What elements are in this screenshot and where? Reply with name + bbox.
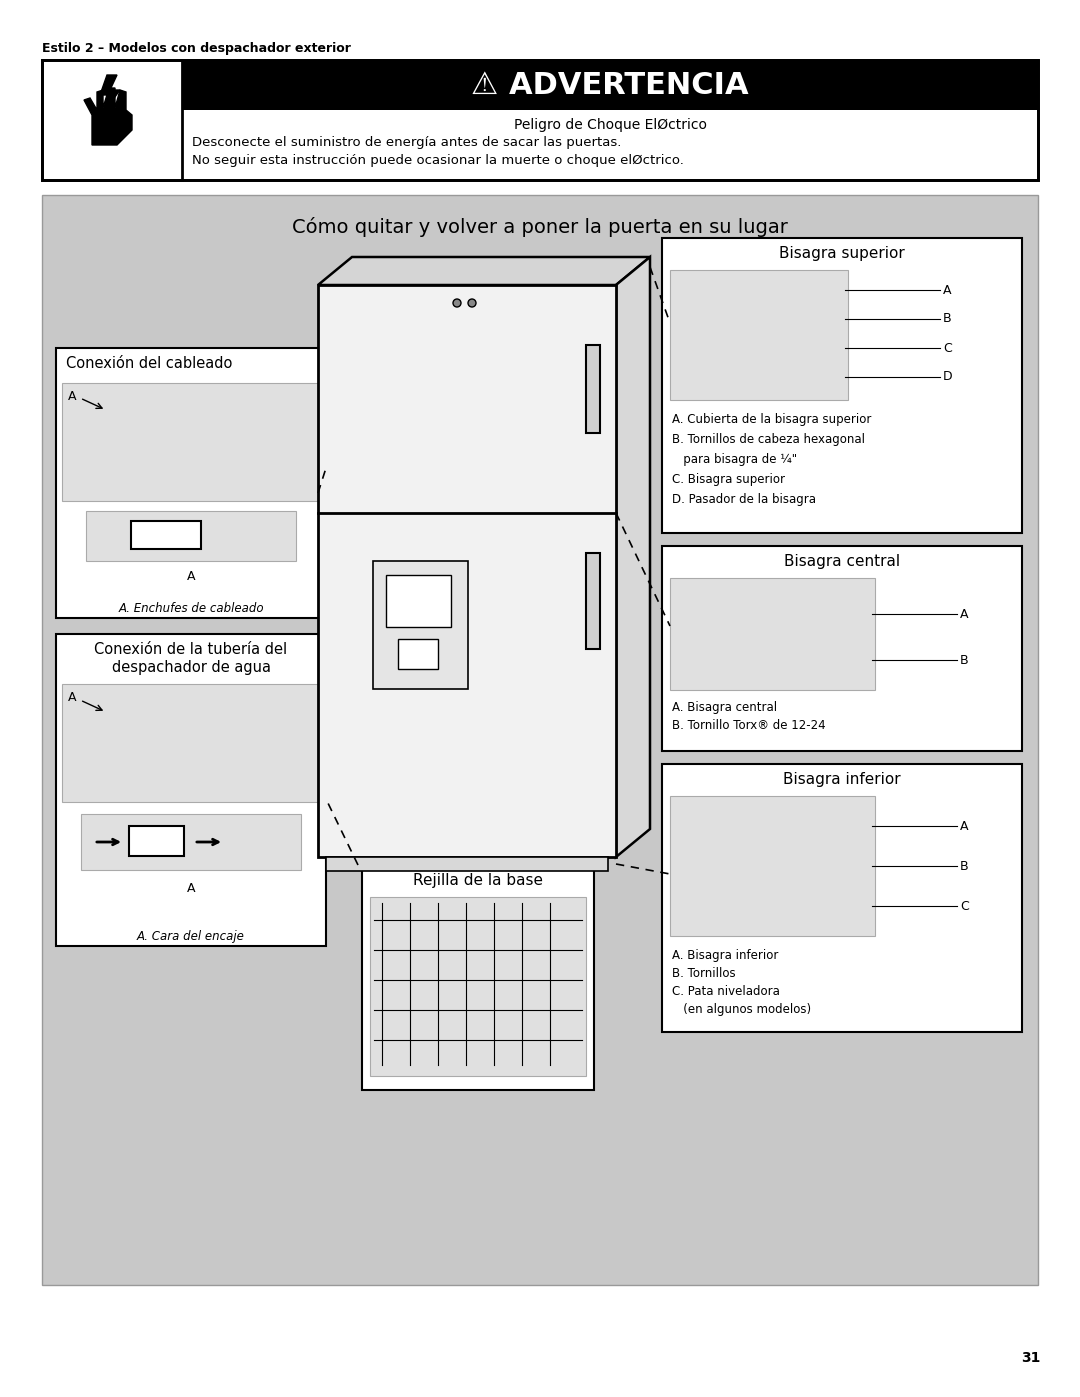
Text: Conexión del cableado: Conexión del cableado: [66, 356, 232, 372]
Text: A. Cubierta de la bisagra superior: A. Cubierta de la bisagra superior: [672, 414, 872, 426]
FancyBboxPatch shape: [56, 634, 326, 946]
FancyBboxPatch shape: [586, 553, 600, 650]
FancyBboxPatch shape: [670, 578, 875, 690]
Text: A. Bisagra inferior: A. Bisagra inferior: [672, 949, 779, 963]
FancyBboxPatch shape: [662, 237, 1022, 534]
Text: B. Tornillo Torx® de 12-24: B. Tornillo Torx® de 12-24: [672, 719, 825, 732]
Text: B. Tornillos de cabeza hexagonal: B. Tornillos de cabeza hexagonal: [672, 433, 865, 446]
Text: A: A: [960, 608, 969, 620]
FancyBboxPatch shape: [183, 60, 1038, 110]
Text: A: A: [68, 692, 77, 704]
Text: A: A: [187, 570, 195, 583]
FancyBboxPatch shape: [42, 60, 1038, 180]
Text: despachador de agua: despachador de agua: [111, 659, 270, 675]
FancyBboxPatch shape: [326, 856, 608, 870]
FancyBboxPatch shape: [399, 638, 438, 669]
Text: D. Pasador de la bisagra: D. Pasador de la bisagra: [672, 493, 816, 506]
Polygon shape: [616, 257, 650, 856]
FancyBboxPatch shape: [362, 865, 594, 1090]
Text: Bisagra central: Bisagra central: [784, 555, 900, 569]
Polygon shape: [84, 88, 132, 145]
Circle shape: [468, 299, 476, 307]
FancyBboxPatch shape: [670, 270, 848, 400]
Text: Cómo quitar y volver a poner la puerta en su lugar: Cómo quitar y volver a poner la puerta e…: [292, 217, 788, 237]
Text: C. Bisagra superior: C. Bisagra superior: [672, 474, 785, 486]
Text: D: D: [943, 370, 953, 384]
FancyBboxPatch shape: [670, 796, 875, 936]
FancyBboxPatch shape: [42, 196, 1038, 1285]
Text: A. Bisagra central: A. Bisagra central: [672, 701, 778, 714]
Text: Peligro de Choque ElØctrico: Peligro de Choque ElØctrico: [513, 117, 706, 131]
Text: A. Cara del encaje: A. Cara del encaje: [137, 930, 245, 943]
Polygon shape: [318, 257, 650, 285]
Text: A: A: [960, 820, 969, 833]
Text: para bisagra de ¼": para bisagra de ¼": [672, 453, 797, 467]
Text: B: B: [960, 859, 969, 873]
Text: No seguir esta instrucción puede ocasionar la muerte o choque elØctrico.: No seguir esta instrucción puede ocasion…: [192, 154, 684, 168]
Text: C. Pata niveladora: C. Pata niveladora: [672, 985, 780, 997]
FancyBboxPatch shape: [318, 285, 616, 856]
Text: Bisagra superior: Bisagra superior: [779, 246, 905, 261]
Text: (en algunos modelos): (en algunos modelos): [672, 1003, 811, 1016]
FancyBboxPatch shape: [662, 764, 1022, 1032]
FancyBboxPatch shape: [586, 345, 600, 433]
FancyBboxPatch shape: [42, 60, 183, 180]
FancyBboxPatch shape: [373, 562, 468, 689]
Text: B. Tornillos: B. Tornillos: [672, 967, 735, 981]
Text: A. Enchufes de cableado: A. Enchufes de cableado: [118, 602, 264, 615]
FancyBboxPatch shape: [62, 685, 320, 802]
Text: C: C: [943, 341, 951, 355]
Text: ⚠ ADVERTENCIA: ⚠ ADVERTENCIA: [471, 70, 748, 99]
Text: Estilo 2 – Modelos con despachador exterior: Estilo 2 – Modelos con despachador exter…: [42, 42, 351, 54]
FancyBboxPatch shape: [131, 521, 201, 549]
Text: A: A: [187, 882, 195, 895]
Text: 31: 31: [1021, 1351, 1040, 1365]
FancyBboxPatch shape: [56, 348, 326, 617]
FancyBboxPatch shape: [386, 576, 451, 627]
Text: Rejilla de la base: Rejilla de la base: [413, 873, 543, 888]
FancyBboxPatch shape: [81, 814, 301, 870]
Text: Desconecte el suministro de energía antes de sacar las puertas.: Desconecte el suministro de energía ante…: [192, 136, 621, 149]
Text: C: C: [960, 900, 969, 912]
FancyBboxPatch shape: [662, 546, 1022, 752]
Text: Bisagra inferior: Bisagra inferior: [783, 773, 901, 787]
FancyBboxPatch shape: [86, 511, 296, 562]
Text: B: B: [960, 654, 969, 666]
FancyBboxPatch shape: [62, 383, 320, 502]
Text: A: A: [943, 284, 951, 296]
Polygon shape: [100, 75, 120, 112]
FancyBboxPatch shape: [129, 826, 184, 856]
Text: B: B: [943, 313, 951, 326]
Text: A: A: [68, 390, 77, 402]
FancyBboxPatch shape: [370, 897, 586, 1076]
Text: Conexión de la tubería del: Conexión de la tubería del: [94, 643, 287, 657]
Circle shape: [453, 299, 461, 307]
